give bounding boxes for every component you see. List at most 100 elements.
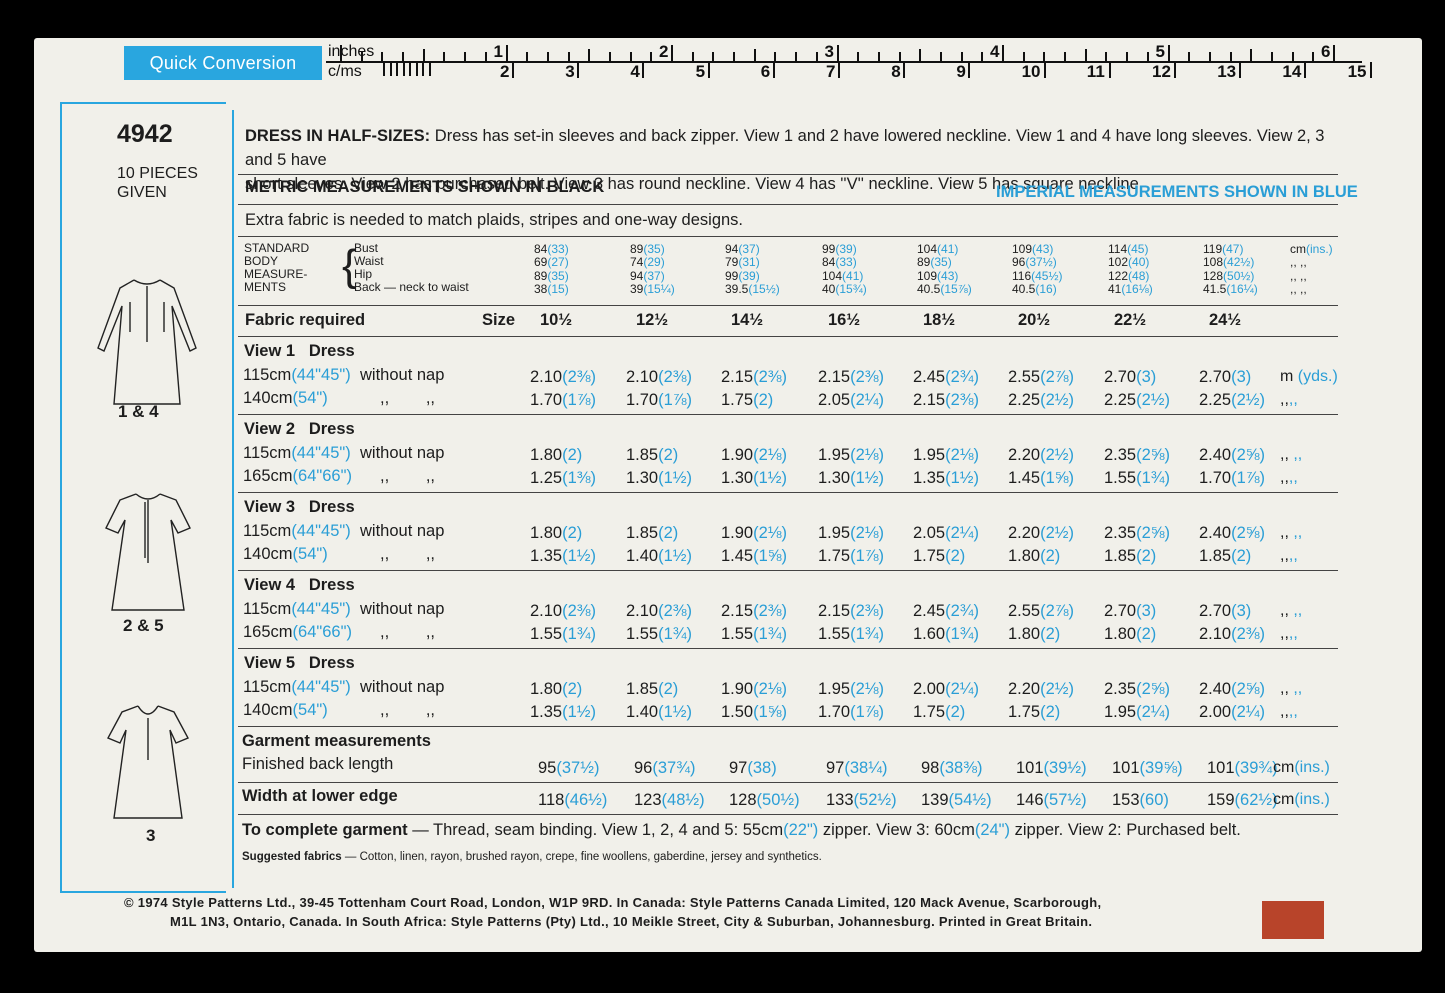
standard-measurement-metric: 38 (534, 281, 548, 296)
standard-measurement-imperial: (43) (937, 268, 959, 283)
yardage-metric: 1.95 (818, 446, 851, 464)
ruler-inch-tick (1002, 45, 1004, 61)
yardage-imperial: (2⅝) (1136, 446, 1171, 464)
ruler-cm-tick (389, 62, 392, 76)
yardage-cell: 1.95(2⅛) (818, 446, 884, 465)
yardage-cell: 1.70(1⅞) (818, 703, 884, 722)
yardage-cell: 2.10(2⅜) (1199, 625, 1265, 644)
divider (238, 726, 1338, 727)
given-label: GIVEN (117, 184, 167, 201)
standard-measurement: 94(37) (725, 243, 760, 256)
yardage-cell: 1.75(2) (913, 547, 965, 566)
fabric-width-imperial: (44"45") (291, 366, 351, 384)
garment-metric: 95 (538, 759, 557, 777)
garment-unit-metric: cm (1273, 759, 1295, 776)
yardage-metric: 2.35 (1104, 680, 1137, 698)
yardage-metric: 2.35 (1104, 446, 1137, 464)
yardage-imperial: (2) (945, 547, 966, 565)
standard-measurement: 116(45½) (1012, 269, 1063, 283)
ruler-inch-number: 3 (824, 42, 834, 61)
divider (238, 414, 1338, 415)
yardage-imperial: (2) (1040, 547, 1061, 565)
unit-cell: ,, ,, (1280, 680, 1302, 698)
garment-cell: 133(52½) (826, 791, 897, 810)
yardage-imperial: (2½) (1136, 391, 1171, 409)
measurement-items: Bust Waist Hip Back — neck to waist (354, 242, 469, 294)
yardage-cell: 1.85(2) (626, 680, 678, 699)
yardage-imperial: (1½) (850, 469, 885, 487)
fabric-width: 115cm(44"45") (243, 600, 351, 619)
dress-sketch-view-2-5 (105, 493, 191, 611)
unit-imperial: (yds.) (1297, 368, 1338, 385)
ruler-cm-number: 7 (826, 62, 836, 81)
standard-measurement-imperial: (16¼) (1226, 281, 1258, 296)
fabric-width: 115cm(44"45") (243, 678, 351, 697)
yardage-metric: 2.40 (1199, 524, 1232, 542)
yardage-metric: 1.70 (1199, 469, 1232, 487)
garment-imperial: (39½) (1043, 759, 1087, 777)
to-complete-garment: To complete garment — Thread, seam bindi… (242, 821, 1241, 840)
yardage-metric: 2.15 (721, 602, 754, 620)
standard-measurement-imperial: (35) (547, 268, 569, 283)
garment-unit: cm(ins.) (1273, 759, 1330, 777)
garment-cell: 96(37¾) (634, 759, 695, 778)
garment-cell: 97(38¼) (826, 759, 887, 778)
standard-unit: ,, ,, (1290, 269, 1307, 283)
standard-measurement-metric: 40 (822, 281, 836, 296)
standard-measurement: 99(39) (822, 243, 857, 256)
standard-measurement-imperial: (45) (1127, 242, 1149, 256)
size-label: Size (482, 311, 516, 329)
yardage-metric: 1.60 (913, 625, 946, 643)
nap-note: ,, ,, (380, 623, 436, 641)
size-header: 20½ (1018, 311, 1051, 329)
yardage-metric: 1.70 (626, 391, 659, 409)
unit-imperial: ,, (1293, 524, 1303, 541)
yardage-metric: 2.20 (1008, 446, 1041, 464)
yardage-imperial: (2⅝) (1231, 446, 1266, 464)
yardage-metric: 1.75 (1008, 703, 1041, 721)
garment-cell: 128(50½) (729, 791, 800, 810)
standard-measurement-imperial: (27) (547, 255, 569, 270)
yardage-imperial: (2⅛) (753, 524, 788, 542)
yardage-metric: 1.80 (530, 446, 563, 464)
standard-measurement: 119(47) (1203, 243, 1243, 256)
yardage-cell: 2.70(3) (1104, 602, 1156, 621)
standard-label-line: MEASURE- (244, 267, 308, 281)
view-title: View 1 Dress (244, 342, 355, 360)
standard-measurement: 109(43) (917, 268, 959, 283)
yardage-imperial: (2¼) (850, 391, 885, 409)
ruler-inch-tick (402, 52, 405, 61)
yardage-cell: 1.45(1⅝) (1008, 469, 1074, 488)
yardage-imperial: (2⅜) (850, 602, 885, 620)
ruler-inch-number: 2 (659, 42, 669, 61)
yardage-imperial: (2⅜) (753, 602, 788, 620)
unit-cell: ,,,, (1280, 391, 1298, 409)
yardage-metric: 1.35 (530, 547, 563, 565)
standard-measurement: 102(40) (1108, 256, 1149, 269)
yardage-metric: 1.90 (721, 446, 754, 464)
yardage-cell: 1.80(2) (1008, 547, 1060, 566)
unit-cell: ,,,, (1280, 547, 1298, 565)
ruler-cm-tick (1108, 62, 1111, 78)
garment-cell: 101(39¾) (1207, 759, 1278, 778)
to-complete-alt: (24") (974, 821, 1011, 839)
ruler-inch-tick (360, 52, 363, 61)
yardage-cell: 1.45(1⅝) (721, 547, 787, 566)
ruler-inch-tick (774, 52, 777, 61)
ruler-inch-tick (1291, 52, 1294, 61)
fabric-width: 115cm(44"45") (243, 444, 351, 463)
garment-metric: 133 (826, 791, 854, 809)
yardage-cell: 2.35(2⅝) (1104, 524, 1170, 543)
unit-cell: ,, ,, (1280, 602, 1302, 620)
measurement-item-back: Back — neck to waist (354, 280, 469, 294)
ruler-cm-tick (402, 62, 405, 76)
standard-measurement-metric: 84 (822, 255, 836, 270)
unit-metric: ,, (1280, 547, 1289, 564)
garment-cell: 95(37½) (538, 759, 599, 778)
yardage-metric: 2.25 (1008, 391, 1041, 409)
ruler-cm-tick (409, 62, 411, 76)
ruler-inch-number: 4 (990, 42, 1000, 61)
fabric-width-imperial: (64"66") (292, 467, 352, 485)
standard-measurement: 114(45) (1108, 243, 1148, 256)
yardage-cell: 2.40(2⅝) (1199, 524, 1265, 543)
